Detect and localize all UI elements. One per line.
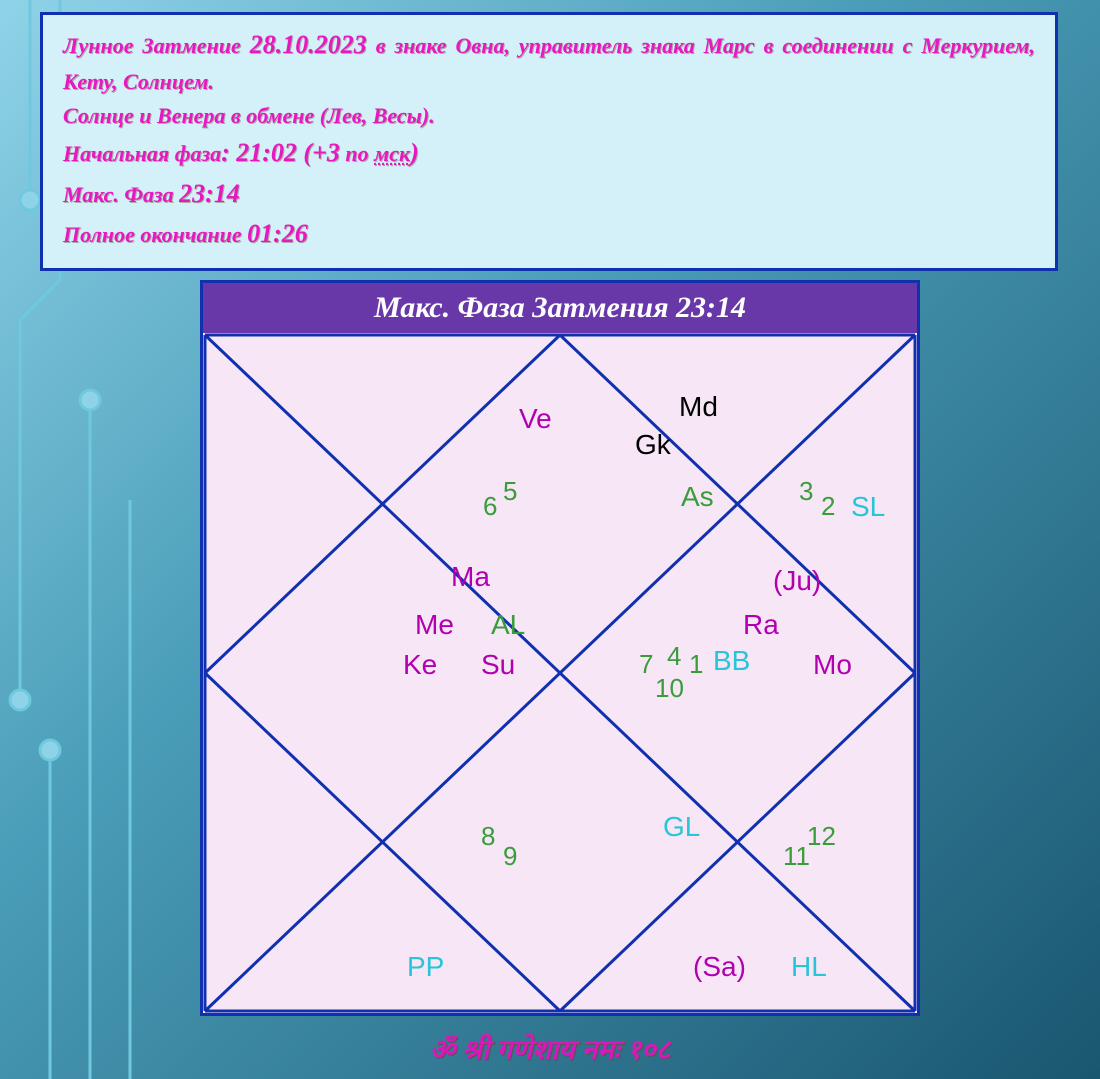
info-line-5: Макс. Фаза 23:14: [63, 174, 1035, 214]
chart-grid: [203, 333, 917, 1013]
eclipse-chart: Макс. Фаза Затмения 23:14 56 32 47 110 89 121…: [200, 280, 920, 1016]
info-l4d: мск: [374, 141, 410, 166]
info-l4a: Начальная фаза: [63, 141, 221, 166]
info-line-1: Лунное Затмение 28.10.2023 в знаке Овна,…: [63, 25, 1035, 99]
chart-label: HL: [791, 953, 827, 981]
chart-label: Ve: [519, 405, 552, 433]
info-l6a: Полное окончание: [63, 222, 247, 247]
info-l6b: 01:26: [247, 219, 308, 248]
info-line-3: Солнце и Венера в обмене (Лев, Весы).: [63, 99, 1035, 133]
chart-label: Gk: [635, 431, 671, 459]
chart-title: Макс. Фаза Затмения 23:14: [203, 283, 917, 333]
chart-label: (Sa): [693, 953, 746, 981]
house-number: 2: [821, 493, 835, 519]
house-number: 6: [483, 493, 497, 519]
chart-label: Ke: [403, 651, 437, 679]
house-number: 3: [799, 478, 813, 504]
info-line-4: Начальная фаза: 21:02 (+3 по мск): [63, 133, 1035, 173]
info-l4c: по: [340, 141, 374, 166]
info-l5a: Макс. Фаза: [63, 182, 179, 207]
info-l5b: 23:14: [179, 179, 240, 208]
info-l1a: Лунное Затмение: [63, 33, 250, 58]
chart-label: Su: [481, 651, 515, 679]
chart-label: AL: [491, 611, 525, 639]
house-number: 12: [807, 823, 836, 849]
chart-label: Me: [415, 611, 454, 639]
eclipse-info-box: Лунное Затмение 28.10.2023 в знаке Овна,…: [40, 12, 1058, 271]
footer-mantra: ॐ श्री गणेशाय नमः १०८: [0, 1030, 1100, 1068]
chart-label: GL: [663, 813, 700, 841]
house-number: 1: [689, 651, 703, 677]
chart-label: BB: [713, 647, 750, 675]
chart-label: PP: [407, 953, 444, 981]
house-number: 11: [783, 843, 810, 869]
house-number: 5: [503, 478, 517, 504]
house-number: 7: [639, 651, 653, 677]
house-number: 10: [655, 675, 684, 701]
info-l4e: ): [410, 138, 419, 167]
house-number: 9: [503, 843, 517, 869]
chart-label: Ra: [743, 611, 779, 639]
house-number: 8: [481, 823, 495, 849]
chart-label: Ma: [451, 563, 490, 591]
info-l4b: : 21:02 (+3: [221, 138, 340, 167]
chart-label: As: [681, 483, 714, 511]
chart-label: Mo: [813, 651, 852, 679]
chart-body: 56 32 47 110 89 1211 Ve Md Gk As SL Ma (Ju) Me AL Ra Ke S…: [203, 333, 917, 1013]
info-line-6: Полное окончание 01:26: [63, 214, 1035, 254]
chart-label: SL: [851, 493, 885, 521]
house-number: 4: [667, 643, 681, 669]
chart-label: (Ju): [773, 567, 821, 595]
chart-label: Md: [679, 393, 718, 421]
info-date: 28.10.2023: [250, 30, 367, 59]
